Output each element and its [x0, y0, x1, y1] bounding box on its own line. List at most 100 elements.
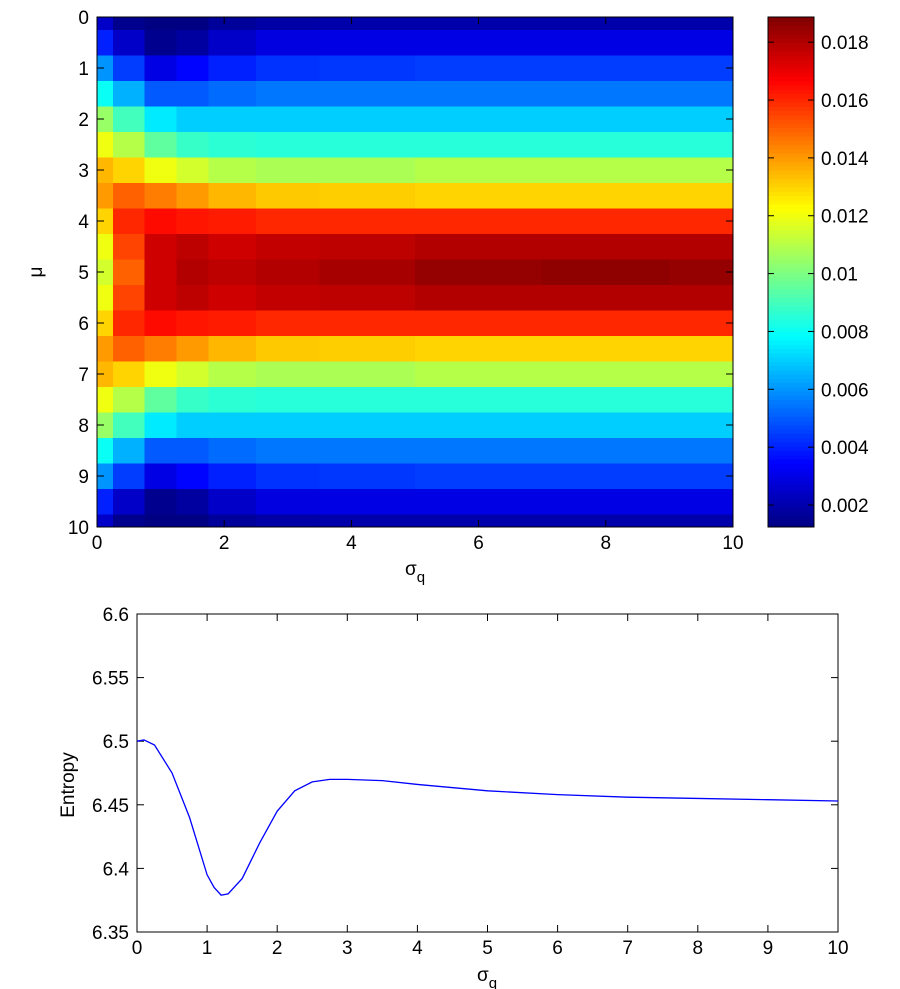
colorbar-swatch — [768, 72, 814, 78]
colorbar-swatch — [768, 195, 814, 201]
heatmap-cell — [415, 361, 543, 388]
heatmap-cell — [208, 361, 257, 388]
colorbar-swatch — [768, 233, 814, 239]
heatmap-cell — [256, 310, 321, 337]
heatmap-cell — [144, 488, 178, 515]
heatmap-cell — [112, 259, 146, 286]
y-tick-label: 6.35 — [92, 923, 129, 944]
heatmap-cell — [144, 463, 178, 490]
heatmap-cell — [144, 437, 178, 464]
heatmap-cell — [97, 488, 114, 515]
heatmap-cell — [415, 106, 543, 133]
heatmap-cell — [542, 335, 670, 362]
heatmap-cell — [176, 412, 209, 439]
colorbar-swatch — [768, 199, 814, 205]
heatmap-cell — [256, 514, 321, 528]
colorbar-swatch — [768, 110, 814, 116]
heatmap-cell — [256, 233, 321, 260]
colorbar-swatch — [768, 331, 814, 337]
heatmap-cell — [144, 386, 178, 413]
colorbar-swatch — [768, 250, 814, 256]
heatmap-cell — [112, 17, 146, 31]
heatmap-cell — [319, 80, 416, 107]
colorbar-tick-label: 0.006 — [821, 380, 869, 401]
heatmap-cell — [542, 259, 670, 286]
heatmap-cell — [144, 310, 178, 337]
colorbar-swatch — [768, 212, 814, 218]
heatmap-cell — [319, 412, 416, 439]
heatmap-cell — [669, 208, 734, 235]
heatmap-cell — [319, 208, 416, 235]
heatmap-cell — [176, 463, 209, 490]
heatmap-cell — [112, 182, 146, 209]
colorbar-swatch — [768, 335, 814, 341]
heatmap-cell — [256, 386, 321, 413]
x-tick-label: 7 — [622, 938, 633, 959]
colorbar-tick-label: 0.002 — [821, 496, 869, 517]
heatmap-cell — [208, 157, 257, 184]
colorbar-swatch — [768, 229, 814, 235]
heatmap-cell — [256, 106, 321, 133]
heatmap-cell — [112, 284, 146, 311]
colorbar-swatch — [768, 140, 814, 146]
heatmap-cell — [256, 29, 321, 56]
heatmap-cell — [208, 29, 257, 56]
heatmap-cell — [144, 361, 178, 388]
x-tick-label: 8 — [693, 938, 704, 959]
colorbar-swatch — [768, 514, 814, 520]
heatmap-cell — [97, 157, 114, 184]
heatmap-cell — [97, 182, 114, 209]
heatmap-cell — [415, 284, 543, 311]
heatmap-cell — [144, 131, 178, 158]
heatmap-cell — [669, 131, 734, 158]
colorbar-swatch — [768, 123, 814, 129]
heatmap-cell — [415, 335, 543, 362]
colorbar-swatch — [768, 89, 814, 95]
heatmap-cell — [208, 488, 257, 515]
x-tick-label: 3 — [342, 938, 353, 959]
heatmap-cell — [256, 412, 321, 439]
colorbar-swatch — [768, 318, 814, 324]
heatmap-cell — [112, 157, 146, 184]
heatmap-cell — [144, 55, 178, 82]
heatmap-cell — [112, 55, 146, 82]
heatmap-cell — [415, 157, 543, 184]
colorbar-swatch — [768, 55, 814, 61]
colorbar-swatch — [768, 510, 814, 515]
plot-frame — [136, 613, 839, 933]
heatmap-cell — [176, 182, 209, 209]
colorbar-tick-label: 0.012 — [821, 207, 869, 228]
heatmap-cell — [176, 208, 209, 235]
colorbar-swatch — [768, 284, 814, 290]
heatmap-cell — [176, 106, 209, 133]
y-tick-label: 7 — [78, 365, 89, 386]
heatmap-cell — [669, 29, 734, 56]
heatmap-cell — [97, 386, 114, 413]
colorbar-swatch — [768, 467, 814, 473]
heatmap-cell — [319, 55, 416, 82]
heatmap-cell — [112, 361, 146, 388]
colorbar-swatch — [768, 382, 814, 388]
heatmap-cell — [112, 80, 146, 107]
heatmap-cell — [208, 106, 257, 133]
heatmap-cell — [415, 55, 543, 82]
colorbar-swatch — [768, 182, 814, 188]
heatmap-cell — [319, 361, 416, 388]
colorbar-swatch — [768, 391, 814, 396]
heatmap-cell — [97, 514, 114, 528]
heatmap-cell — [112, 437, 146, 464]
colorbar-swatch — [768, 263, 814, 269]
heatmap-cell — [669, 361, 734, 388]
x-tick-label: 10 — [722, 533, 743, 554]
colorbar-swatch — [768, 497, 814, 503]
heatmap-cell — [319, 488, 416, 515]
heatmap-cell — [112, 310, 146, 337]
colorbar-swatch — [768, 374, 814, 379]
colorbar-swatch — [768, 365, 814, 371]
heatmap-cell — [144, 29, 178, 56]
colorbar-swatch — [768, 208, 814, 214]
heatmap-cell — [669, 80, 734, 107]
colorbar-swatch — [768, 348, 814, 354]
